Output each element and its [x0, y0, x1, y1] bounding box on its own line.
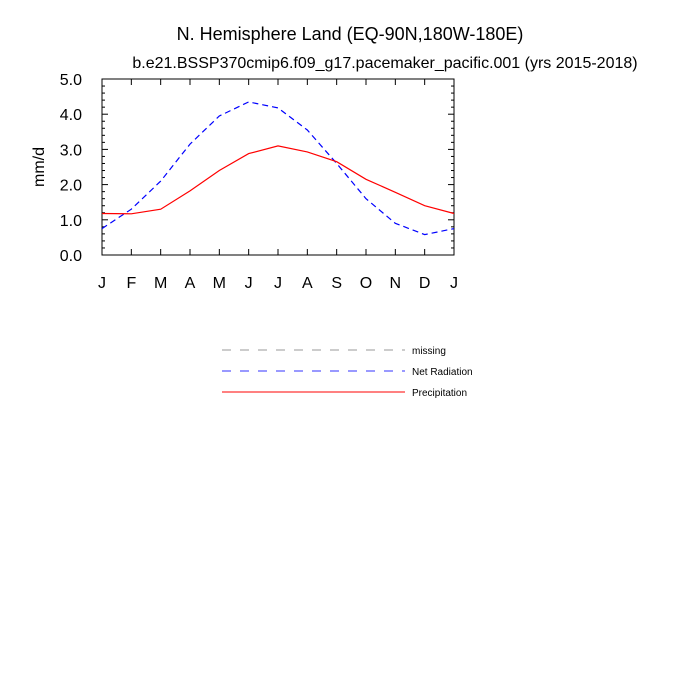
x-tick-label: J: [245, 275, 253, 292]
series-line-net-radiation: [101, 101, 455, 236]
x-tick-label: M: [213, 275, 226, 292]
x-tick-label: J: [450, 275, 458, 292]
plot-area-frame: [101, 78, 455, 256]
series-lines: [101, 101, 455, 236]
legend-label: Net Radiation: [412, 367, 473, 378]
y-tick-label: 1.0: [60, 213, 82, 230]
chart-subtitle: b.e21.BSSP370cmip6.f09_g17.pacemaker_pac…: [132, 55, 637, 72]
x-tick-label: D: [419, 275, 431, 292]
legend: missing Net Radiation Precipitation: [222, 346, 473, 399]
y-tick-label: 3.0: [60, 142, 82, 159]
x-tick-label: N: [390, 275, 402, 292]
x-tick-label: J: [98, 275, 106, 292]
x-tick-label: A: [185, 275, 196, 292]
x-tick-label: S: [331, 275, 342, 292]
x-tick-label: J: [274, 275, 282, 292]
legend-label: missing: [412, 346, 446, 357]
legend-label: Precipitation: [412, 388, 467, 399]
series-line-precipitation: [101, 145, 455, 215]
x-tick-label: F: [126, 275, 136, 292]
chart-title: N. Hemisphere Land (EQ-90N,180W-180E): [177, 24, 524, 44]
axes-ticks: J F M A M J J A S O N D J0.01.02.03.04.05.0: [60, 72, 458, 292]
y-axis-label: mm/d: [31, 147, 48, 187]
x-tick-label: A: [302, 275, 313, 292]
y-tick-label: 0.0: [60, 248, 82, 265]
x-tick-label: M: [154, 275, 167, 292]
x-tick-label: O: [360, 275, 372, 292]
y-tick-label: 5.0: [60, 72, 82, 89]
y-tick-label: 2.0: [60, 178, 82, 195]
y-tick-label: 4.0: [60, 107, 82, 124]
